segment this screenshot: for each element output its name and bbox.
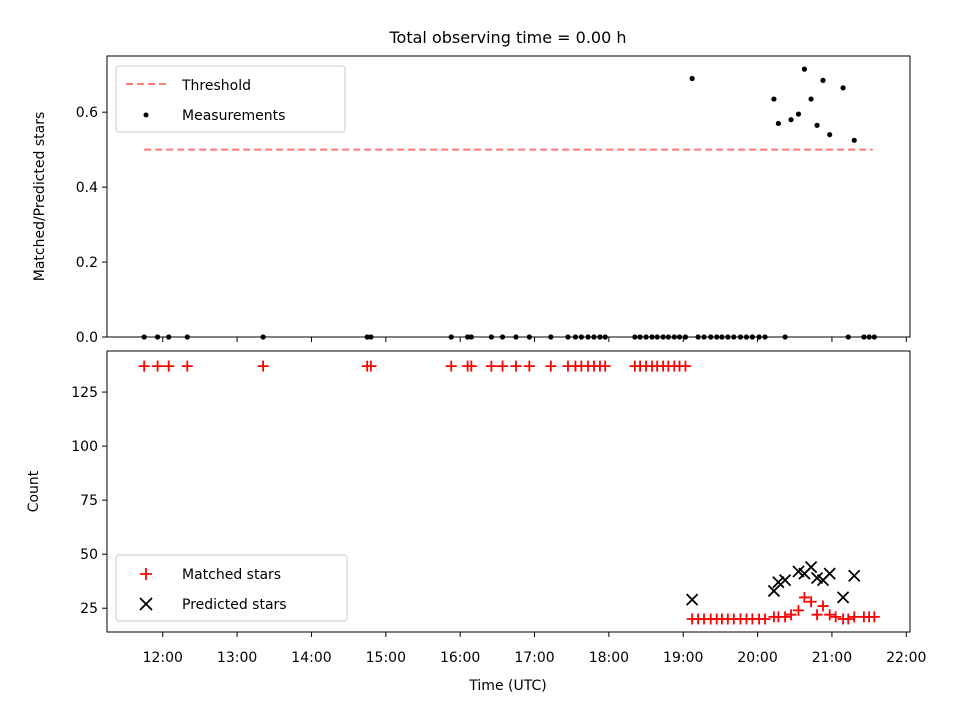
predicted-star-marker <box>686 593 699 606</box>
matched-star-marker <box>138 360 150 372</box>
matched-star-marker <box>817 600 829 612</box>
measurements-legend-label: Measurements <box>182 108 285 124</box>
matched-stars-legend-label: Matched stars <box>182 567 281 583</box>
top-y-axis-label: Matched/Predicted stars <box>32 112 48 282</box>
matched-star-marker <box>798 591 810 603</box>
top-axes: 0.0 0.2 0.4 0.6 Matched/Predicted stars Thr… <box>32 55 911 346</box>
x-tick-label: 19:00 <box>663 650 703 666</box>
top-legend: Threshold Measurements <box>115 65 346 133</box>
x-tick-label: 22:00 <box>886 650 926 666</box>
matched-star-marker <box>830 611 842 623</box>
matched-star-marker <box>792 604 804 616</box>
measurement-point <box>814 122 820 128</box>
bottom-axes-frame <box>106 350 911 633</box>
x-tick-label: 12:00 <box>143 650 183 666</box>
bottom-y-tick-label: 50 <box>80 547 98 563</box>
x-tick-label: 16:00 <box>440 650 480 666</box>
matched-star-marker <box>257 360 269 372</box>
top-y-tick-label: 0.4 <box>76 180 98 196</box>
bottom-y-axis-label: Count <box>26 470 42 512</box>
matched-star-marker <box>510 360 522 372</box>
matched-star-marker <box>152 360 164 372</box>
matched-star-marker <box>842 613 854 625</box>
measurements-legend-swatch <box>143 112 149 118</box>
matched-stars-layer <box>138 360 880 625</box>
predicted-stars-layer <box>686 561 861 606</box>
predicted-star-marker <box>823 567 836 580</box>
matched-star-marker <box>523 360 535 372</box>
top-y-tick-label: 0.2 <box>76 255 98 271</box>
bottom-y-tick-label: 125 <box>71 385 98 401</box>
matched-star-marker <box>679 360 691 372</box>
bottom-x-ticks: 12:00 13:00 14:00 15:00 16:00 17:00 18:00 19:00… <box>143 632 926 666</box>
matched-star-marker <box>785 609 797 621</box>
measurement-point <box>827 132 833 138</box>
measurement-point <box>840 85 846 91</box>
x-tick-label: 17:00 <box>514 650 554 666</box>
matched-stars-legend-swatch <box>140 568 152 580</box>
matched-star-marker <box>824 609 836 621</box>
predicted-star-marker <box>778 573 792 587</box>
x-tick-label: 13:00 <box>217 650 257 666</box>
matched-star-marker <box>445 360 457 372</box>
matched-star-marker <box>779 611 791 623</box>
matched-star-marker <box>485 360 497 372</box>
x-tick-label: 15:00 <box>366 650 406 666</box>
bottom-y-tick-label: 25 <box>80 601 98 617</box>
x-tick-label: 20:00 <box>737 650 777 666</box>
measurement-point <box>851 137 857 143</box>
bottom-y-ticks: 25 50 75 100 125 <box>71 385 107 617</box>
matched-star-marker <box>181 360 193 372</box>
x-tick-label: 18:00 <box>589 650 629 666</box>
bottom-y-tick-label: 100 <box>71 439 98 455</box>
matched-star-marker <box>163 360 175 372</box>
predicted-stars-legend-label: Predicted stars <box>182 597 287 613</box>
bottom-y-tick-label: 75 <box>80 493 98 509</box>
matched-star-marker <box>868 611 880 623</box>
top-x-ticks <box>162 337 907 342</box>
bottom-axes: 25 50 75 100 125 12:00 13:00 14:00 15:00 16:00 17… <box>26 350 926 694</box>
x-tick-label: 21:00 <box>812 650 852 666</box>
matched-star-marker <box>599 360 611 372</box>
measurement-point <box>795 111 802 117</box>
matched-star-marker <box>465 360 477 372</box>
predicted-star-marker <box>836 591 850 604</box>
matched-star-marker <box>497 360 509 372</box>
top-y-ticks: 0.0 0.2 0.4 0.6 <box>76 105 107 346</box>
bottom-legend-box <box>115 554 348 622</box>
threshold-legend-label: Threshold <box>181 78 251 94</box>
predicted-star-marker <box>804 561 818 574</box>
x-axis-label: Time (UTC) <box>468 678 546 694</box>
matched-star-marker <box>759 613 771 625</box>
x-tick-label: 14:00 <box>291 650 331 666</box>
top-axes-frame <box>106 55 911 338</box>
predicted-stars-legend-swatch <box>139 597 153 611</box>
chart-title: Total observing time = 0.00 h <box>388 28 626 47</box>
measurement-point <box>771 96 777 102</box>
measurement-point <box>808 96 814 102</box>
bottom-legend: Matched stars Predicted stars <box>115 554 348 622</box>
predicted-star-marker <box>772 576 785 589</box>
predicted-star-marker <box>767 584 781 598</box>
matched-star-marker <box>365 360 377 372</box>
measurement-point <box>788 117 794 123</box>
predicted-star-marker <box>848 569 861 582</box>
measurement-point <box>801 66 808 72</box>
top-y-tick-label: 0.0 <box>76 330 98 346</box>
measurement-point <box>775 120 781 127</box>
measurement-point <box>820 77 826 83</box>
top-legend-box <box>115 65 346 133</box>
matched-star-marker <box>848 611 860 623</box>
matched-star-marker <box>811 609 823 621</box>
measurement-point <box>689 75 695 82</box>
matched-star-marker <box>805 596 817 608</box>
matched-star-marker <box>545 360 557 372</box>
top-y-tick-label: 0.6 <box>76 105 98 121</box>
